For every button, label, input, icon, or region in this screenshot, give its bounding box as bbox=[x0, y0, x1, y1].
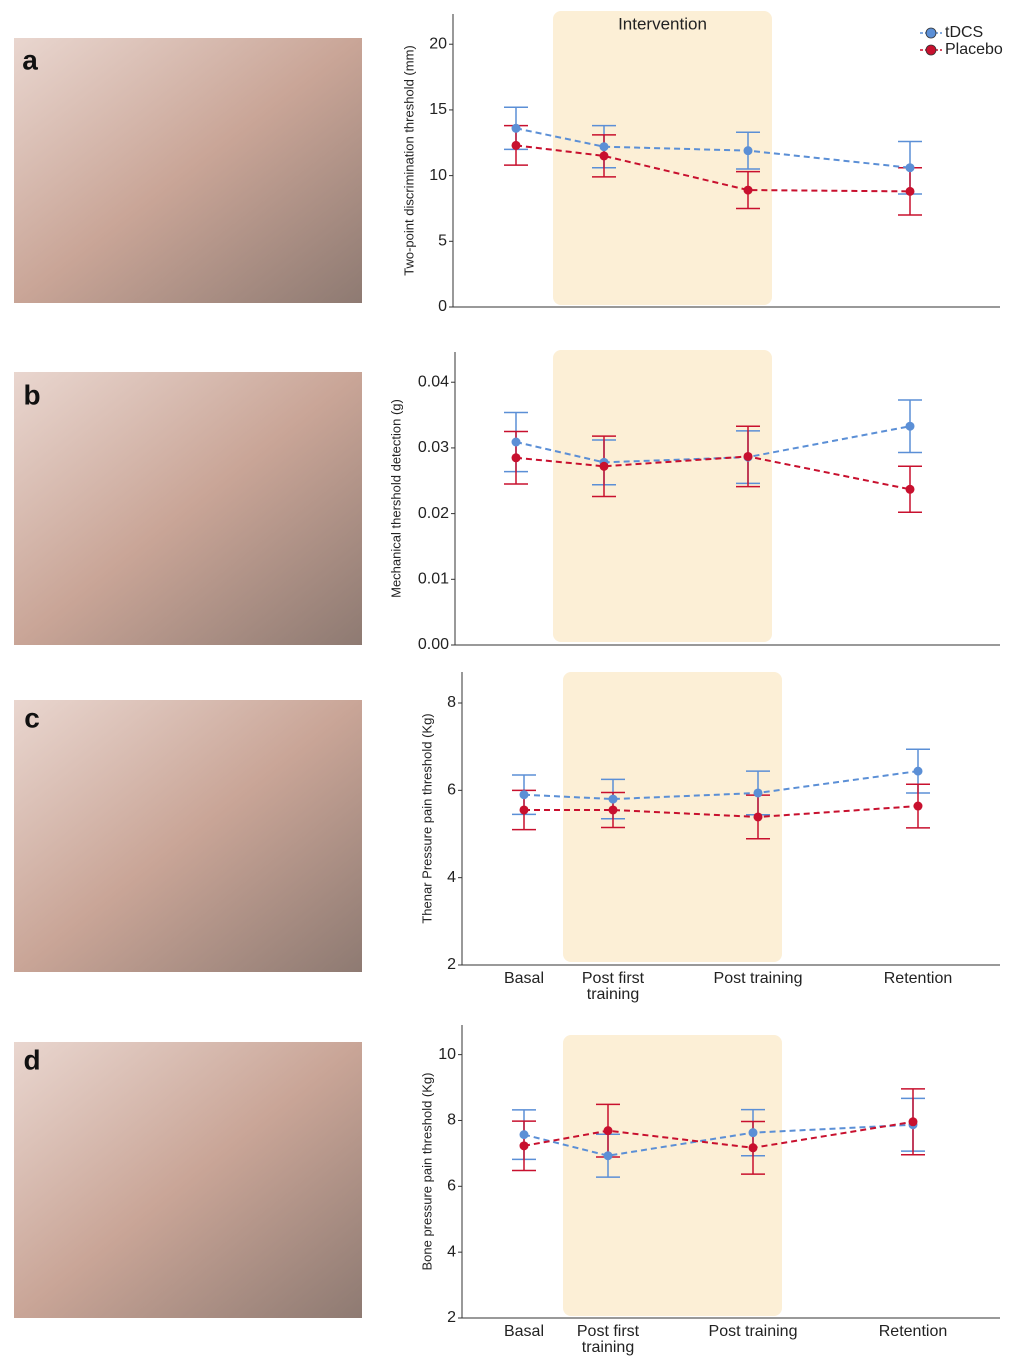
point bbox=[520, 790, 529, 799]
point bbox=[906, 422, 915, 431]
y-axis-title: Bone pressure pain threshold (Kg) bbox=[419, 1072, 434, 1270]
point bbox=[906, 163, 915, 172]
y-tick-label: 4 bbox=[447, 869, 456, 886]
figure-svg: a Intervention Two-point discrimination th… bbox=[0, 0, 1031, 1356]
point bbox=[744, 452, 753, 461]
y-tick-label: 10 bbox=[438, 1046, 456, 1063]
point bbox=[600, 462, 609, 471]
y-tick-label: 0.03 bbox=[418, 439, 449, 456]
y-tick-label: 6 bbox=[447, 1178, 456, 1195]
photo bbox=[14, 372, 362, 645]
y-tick-label: 0.00 bbox=[418, 636, 449, 653]
y-tick-label: 20 bbox=[429, 35, 447, 52]
panel-label: b bbox=[23, 379, 40, 410]
legend-marker bbox=[926, 45, 936, 55]
point bbox=[914, 767, 923, 776]
y-tick-label: 0.02 bbox=[418, 505, 449, 522]
point bbox=[520, 1141, 529, 1150]
point bbox=[754, 812, 763, 821]
point bbox=[520, 1130, 529, 1139]
y-tick-label: 2 bbox=[447, 1309, 456, 1326]
y-tick-label: 8 bbox=[447, 1112, 456, 1129]
intervention-band bbox=[553, 11, 772, 305]
photo bbox=[14, 38, 362, 303]
legend-marker bbox=[926, 28, 936, 38]
point bbox=[512, 141, 521, 150]
point bbox=[744, 186, 753, 195]
point bbox=[749, 1128, 758, 1137]
panel-label: c bbox=[24, 702, 40, 733]
x-tick-label: Basal bbox=[476, 971, 572, 987]
x-tick-label: Post training bbox=[710, 971, 806, 987]
y-axis-title: Mechanical thershold detection (g) bbox=[388, 399, 403, 598]
y-tick-label: 2 bbox=[447, 956, 456, 973]
point bbox=[754, 788, 763, 797]
x-tick-label: Post training bbox=[705, 1324, 801, 1340]
y-tick-label: 8 bbox=[447, 694, 456, 711]
point bbox=[906, 187, 915, 196]
point bbox=[512, 453, 521, 462]
point bbox=[600, 142, 609, 151]
x-tick-label: Basal bbox=[476, 1324, 572, 1340]
y-tick-label: 4 bbox=[447, 1243, 456, 1260]
y-tick-label: 0.01 bbox=[418, 571, 449, 588]
point bbox=[909, 1117, 918, 1126]
x-tick-label: Post first training bbox=[560, 1324, 656, 1356]
intervention-band bbox=[553, 350, 772, 642]
point bbox=[914, 802, 923, 811]
x-tick-label: Retention bbox=[870, 971, 966, 987]
point bbox=[604, 1126, 613, 1135]
y-tick-label: 10 bbox=[429, 167, 447, 184]
point bbox=[600, 151, 609, 160]
point bbox=[609, 805, 618, 814]
y-axis-title: Thenar Pressure pain threshold (Kg) bbox=[419, 713, 434, 923]
point bbox=[512, 124, 521, 133]
point bbox=[520, 805, 529, 814]
figure: a Intervention Two-point discrimination th… bbox=[0, 0, 1031, 1356]
photo bbox=[14, 700, 362, 972]
y-tick-label: 15 bbox=[429, 101, 447, 118]
intervention-band bbox=[563, 1035, 782, 1316]
point bbox=[609, 795, 618, 804]
point bbox=[744, 146, 753, 155]
y-tick-label: 6 bbox=[447, 782, 456, 799]
point bbox=[512, 438, 521, 447]
photo bbox=[14, 1042, 362, 1318]
panel-label: d bbox=[23, 1044, 40, 1075]
x-tick-label: Post first training bbox=[565, 971, 661, 1003]
point bbox=[604, 1151, 613, 1160]
point bbox=[906, 485, 915, 494]
legend-label: tDCS bbox=[945, 24, 983, 41]
y-tick-label: 5 bbox=[438, 233, 447, 250]
annotation: Intervention bbox=[618, 14, 707, 33]
y-axis-title: Two-point discrimination threshold (mm) bbox=[401, 45, 416, 275]
panel-label: a bbox=[22, 44, 38, 75]
y-tick-label: 0.04 bbox=[418, 373, 449, 390]
point bbox=[749, 1143, 758, 1152]
x-tick-label: Retention bbox=[865, 1324, 961, 1340]
legend-label: Placebo bbox=[945, 41, 1003, 58]
y-tick-label: 0 bbox=[438, 298, 447, 315]
